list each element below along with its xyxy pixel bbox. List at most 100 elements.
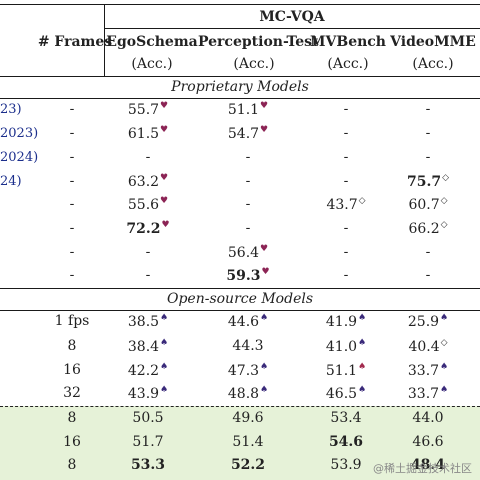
mvb-score-cell: - (306, 101, 386, 117)
spade-icon: ♠ (160, 362, 169, 372)
score-value: 33.7 (407, 386, 440, 402)
score-value: 44.3 (232, 338, 264, 354)
score-value: 51.1 (325, 363, 358, 379)
ego-score-cell: 63.2♥ (108, 173, 188, 190)
frames-cell: - (69, 267, 75, 283)
pt-score-cell: 51.1♥ (208, 101, 288, 118)
mvb-score-cell: - (306, 267, 386, 283)
ego-score-cell: 53.3 (108, 457, 188, 473)
spadered-icon: ♠ (358, 362, 367, 372)
frames-cell: 8 (67, 338, 77, 354)
mvb-score-cell: 46.5♠ (306, 385, 386, 402)
score-value: 41.0 (325, 339, 358, 355)
pt-score-cell: 44.3 (208, 338, 288, 354)
diamond-icon: ◇ (442, 173, 450, 183)
heart-icon: ♥ (260, 101, 269, 111)
mvb-score-cell: - (306, 244, 386, 260)
score-value: - (343, 244, 349, 260)
score-value: - (343, 149, 349, 165)
vme-score-cell: 66.2◇ (388, 220, 468, 237)
score-value: 44.6 (227, 314, 260, 330)
section-proprietary: Proprietary Models (171, 79, 309, 95)
score-value: 48.8 (227, 386, 260, 402)
ego-score-cell: - (108, 244, 188, 260)
score-value: 53.3 (130, 457, 166, 473)
spade-icon: ♠ (160, 338, 169, 348)
pt-score-cell: 47.3♠ (208, 362, 288, 379)
mvb-score-cell: - (306, 220, 386, 236)
ego-score-cell: 72.2♥ (108, 220, 188, 237)
frames-cell: - (69, 125, 75, 141)
spade-icon: ♠ (260, 313, 269, 323)
score-value: 48.4 (410, 457, 446, 473)
ego-score-cell: - (108, 149, 188, 165)
ego-score-cell: 51.7 (108, 434, 188, 450)
citation-year: 23) (0, 102, 22, 117)
vme-score-cell: 75.7◇ (388, 173, 468, 190)
score-value: 54.7 (227, 126, 260, 142)
ego-score-cell: 38.5♠ (108, 313, 188, 330)
citation-year: 2024) (0, 150, 39, 165)
score-value: - (343, 267, 349, 283)
spade-icon: ♠ (358, 313, 367, 323)
section-open-source: Open-source Models (166, 291, 314, 307)
score-value: 53.4 (330, 410, 362, 426)
pt-score-cell: - (208, 149, 288, 165)
score-value: 41.9 (325, 314, 358, 330)
top-rule (0, 4, 480, 5)
score-value: 66.2 (408, 221, 440, 237)
score-value: 46.5 (325, 386, 358, 402)
score-value: 60.7 (408, 197, 440, 213)
vme-score-cell: 48.4 (388, 457, 468, 473)
vme-score-cell: 25.9♠ (388, 313, 468, 330)
open-source-rule (0, 310, 480, 311)
vme-score-cell: - (388, 101, 468, 117)
ego-score-cell: - (108, 267, 188, 283)
score-value: - (425, 101, 431, 117)
watermark: @稀土掘金技术社区 (373, 462, 472, 475)
pt-score-cell: 59.3♥ (208, 267, 288, 284)
score-value: 44.0 (412, 410, 444, 426)
citation-year: 2023) (0, 126, 39, 141)
score-value: 63.2 (127, 174, 160, 190)
heart-icon: ♥ (160, 125, 169, 135)
heart-icon: ♥ (160, 101, 169, 111)
spade-icon: ♠ (160, 385, 169, 395)
mvb-score-cell: - (306, 173, 386, 189)
spade-icon: ♠ (160, 313, 169, 323)
score-value: - (343, 101, 349, 117)
score-value: 56.4 (227, 245, 260, 261)
proprietary-rule (0, 98, 480, 99)
heart-icon: ♥ (160, 173, 169, 183)
col-mvbench: MVBench (310, 34, 386, 50)
ego-score-cell: 55.6♥ (108, 196, 188, 213)
ego-score-cell: 38.4♠ (108, 338, 188, 355)
ego-score-cell: 61.5♥ (108, 125, 188, 142)
frames-cell: 1 fps (54, 313, 90, 329)
score-value: - (343, 220, 349, 236)
score-value: 38.5 (127, 314, 160, 330)
heart-icon: ♥ (261, 267, 270, 277)
col-perception-test: Perception-Test (198, 34, 319, 50)
mvb-score-cell: 54.6 (306, 434, 386, 450)
score-value: - (145, 244, 151, 260)
frames-cell: - (69, 220, 75, 236)
spade-icon: ♠ (440, 385, 449, 395)
diamond-icon: ◇ (440, 220, 448, 230)
score-value: 52.2 (230, 457, 266, 473)
frames-cell: 8 (67, 410, 77, 426)
acc-label: (Acc.) (412, 56, 454, 72)
score-value: 50.5 (132, 410, 164, 426)
frames-cell: - (69, 244, 75, 260)
score-value: - (145, 267, 151, 283)
acc-label: (Acc.) (233, 56, 275, 72)
score-value: 46.6 (412, 434, 444, 450)
pt-score-cell: - (208, 173, 288, 189)
score-value: 59.3 (226, 268, 261, 284)
vme-score-cell: 40.4◇ (388, 338, 468, 355)
score-value: 61.5 (127, 126, 160, 142)
pt-score-cell: - (208, 220, 288, 236)
group-underline (104, 28, 480, 29)
mvb-score-cell: 53.9 (306, 457, 386, 473)
score-value: 51.4 (232, 434, 264, 450)
